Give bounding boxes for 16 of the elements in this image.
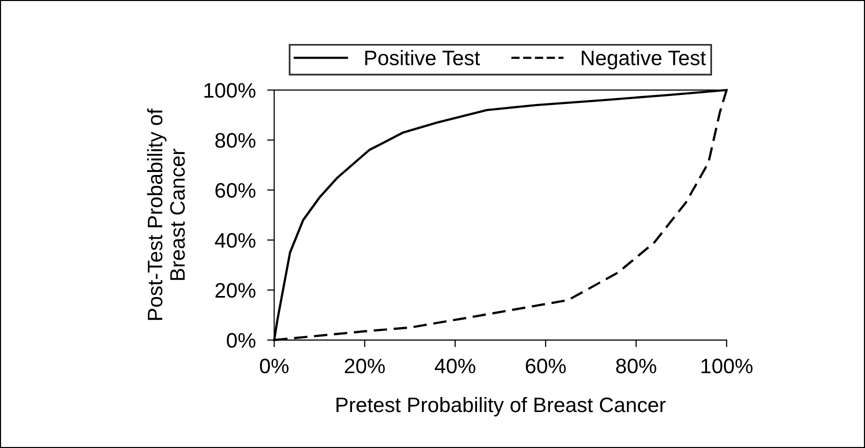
y-tick-label: 0% [226,333,256,348]
y-tick-label: 100% [204,83,256,98]
x-tick-label: 0% [260,358,289,374]
y-axis-title: Post-Test Probability of Breast Cancer [147,108,185,320]
y-tick-label: 20% [216,283,256,298]
x-tick-label: 60% [526,358,566,374]
y-tick-label: 60% [216,183,256,198]
legend-label: Negative Test [582,50,706,70]
x-tick-label: 80% [616,358,656,374]
x-axis-title: Pretest Probability of Breast Cancer [336,396,666,416]
y-tick-label: 80% [215,133,256,148]
x-tick-label: 40% [434,358,476,374]
x-tick-label: 100% [702,358,752,374]
x-tick-label: 20% [344,358,385,374]
y-tick-label: 40% [214,233,256,248]
legend-label: Positive Test [365,50,480,66]
